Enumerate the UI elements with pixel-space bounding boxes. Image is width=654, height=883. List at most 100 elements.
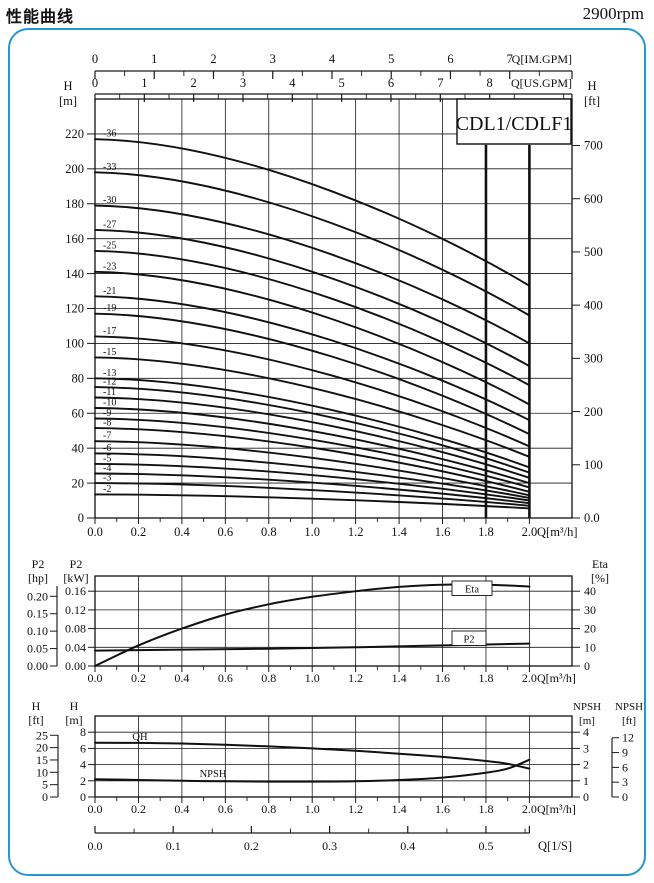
- svg-text:4: 4: [329, 52, 336, 66]
- svg-text:NPSH: NPSH: [200, 769, 227, 780]
- curve-end-lines: [484, 145, 531, 518]
- head-axis-m: 0 20 40 60 80 100 120 140 160 180 200 220 H[m]: [59, 79, 95, 525]
- svg-text:0.3: 0.3: [322, 839, 337, 853]
- curve--5: [94, 462, 531, 502]
- svg-text:-13: -13: [103, 368, 116, 379]
- curve--30: [94, 204, 531, 345]
- svg-text:2.0: 2.0: [522, 671, 537, 685]
- svg-text:1.6: 1.6: [435, 671, 450, 685]
- curve--13: [94, 377, 531, 469]
- svg-text:12: 12: [622, 731, 634, 745]
- svg-text:1.4: 1.4: [392, 802, 407, 816]
- svg-text:100: 100: [584, 458, 603, 472]
- svg-text:8: 8: [80, 725, 86, 739]
- svg-text:100: 100: [65, 337, 84, 351]
- svg-text:0.08: 0.08: [65, 622, 86, 636]
- svg-text:0: 0: [583, 790, 589, 804]
- svg-text:[%]: [%]: [591, 571, 609, 585]
- svg-text:0.0: 0.0: [88, 802, 103, 816]
- svg-text:4: 4: [80, 758, 86, 772]
- svg-text:QH: QH: [132, 732, 148, 743]
- svg-text:600: 600: [584, 192, 603, 206]
- svg-text:2: 2: [210, 52, 216, 66]
- svg-text:H: H: [587, 79, 596, 93]
- svg-text:0.6: 0.6: [218, 671, 233, 685]
- model-box: CDL1/CDLF1: [456, 98, 572, 145]
- svg-text:0.0: 0.0: [88, 671, 103, 685]
- curve--17: [94, 335, 531, 448]
- svg-text:-19: -19: [103, 303, 116, 314]
- svg-text:-21: -21: [103, 286, 116, 297]
- svg-text:4: 4: [289, 76, 296, 90]
- svg-text:2: 2: [191, 76, 197, 90]
- curve--4: [94, 472, 531, 505]
- svg-text:0.04: 0.04: [65, 640, 86, 654]
- label-p2: P2: [451, 630, 487, 646]
- svg-text:Q[1/S]: Q[1/S]: [538, 839, 572, 853]
- svg-text:0.8: 0.8: [261, 671, 276, 685]
- npsh-axis-hm: 8 6 4 2 0 H[m]: [65, 699, 95, 804]
- power-axis-kw: 0.16 0.12 0.08 0.04 0.00 P2[kW]: [63, 557, 95, 673]
- svg-text:25: 25: [36, 728, 48, 742]
- svg-text:220: 220: [65, 127, 84, 141]
- svg-text:0.8: 0.8: [261, 525, 277, 539]
- rpm-label: 2900rpm: [582, 4, 644, 23]
- curve--9: [94, 417, 531, 489]
- svg-text:0.1: 0.1: [166, 839, 181, 853]
- svg-text:-10: -10: [103, 398, 116, 409]
- svg-text:3: 3: [583, 741, 589, 755]
- curve--25: [94, 249, 531, 387]
- svg-text:0.0: 0.0: [88, 839, 103, 853]
- svg-text:500: 500: [584, 245, 603, 259]
- svg-text:P2: P2: [70, 557, 83, 571]
- svg-text:-25: -25: [103, 240, 116, 251]
- svg-text:2: 2: [80, 774, 86, 788]
- svg-text:7: 7: [507, 52, 513, 66]
- svg-text:H: H: [70, 699, 79, 713]
- curve--2: [94, 493, 531, 510]
- svg-text:0.6: 0.6: [218, 525, 234, 539]
- svg-text:1.0: 1.0: [305, 802, 320, 816]
- npsh-axis-m: 4 3 2 1 0 NPSH [m]: [572, 701, 601, 804]
- svg-text:-8: -8: [103, 418, 111, 429]
- curve--23: [94, 270, 531, 406]
- curve--3: [94, 482, 531, 507]
- svg-text:-6: -6: [103, 443, 111, 454]
- axis-ls: 0.0 0.1 0.2 0.3 0.4 0.5 Q[1/S]: [88, 826, 572, 853]
- svg-text:-15: -15: [103, 347, 116, 358]
- svg-text:0.20: 0.20: [27, 589, 48, 603]
- svg-text:0.05: 0.05: [27, 642, 48, 656]
- svg-text:-30: -30: [103, 195, 116, 206]
- svg-text:160: 160: [65, 232, 84, 246]
- svg-text:1.4: 1.4: [392, 671, 407, 685]
- svg-text:400: 400: [584, 298, 603, 312]
- svg-text:[ft]: [ft]: [622, 715, 636, 727]
- svg-text:P2: P2: [463, 635, 474, 646]
- head-axis-ft: 0.0 100 200 300 400 500 600 700 H[ft]: [572, 79, 603, 525]
- svg-text:1.2: 1.2: [348, 525, 364, 539]
- head-axis-q: 0.0 0.2 0.4 0.6 0.8 1.0 1.2 1.4 1.6 1.8 2.0 Q[m³/h]: [87, 518, 578, 539]
- svg-text:40: 40: [584, 584, 596, 598]
- svg-text:200: 200: [65, 162, 84, 176]
- curve--12: [94, 386, 531, 474]
- svg-text:3: 3: [240, 76, 246, 90]
- svg-text:0.00: 0.00: [27, 659, 48, 673]
- svg-text:H: H: [32, 699, 41, 713]
- svg-text:H: H: [63, 79, 72, 93]
- svg-text:0.2: 0.2: [244, 839, 259, 853]
- svg-text:700: 700: [584, 139, 603, 153]
- svg-text:140: 140: [65, 267, 84, 281]
- svg-text:5: 5: [339, 76, 345, 90]
- power-axis-eta: 40 30 20 10 0 Eta[%]: [572, 557, 609, 673]
- svg-text:0.10: 0.10: [27, 624, 48, 638]
- svg-text:2.0: 2.0: [522, 802, 537, 816]
- svg-text:2.0: 2.0: [522, 525, 538, 539]
- svg-text:Eta: Eta: [592, 557, 609, 571]
- svg-text:[m]: [m]: [65, 713, 82, 727]
- svg-text:1.2: 1.2: [348, 671, 363, 685]
- svg-text:-12: -12: [103, 377, 116, 388]
- power-axis-hp: 0.20 0.15 0.10 0.05 0.00 P2[hp]: [27, 557, 58, 673]
- svg-text:20: 20: [72, 476, 85, 490]
